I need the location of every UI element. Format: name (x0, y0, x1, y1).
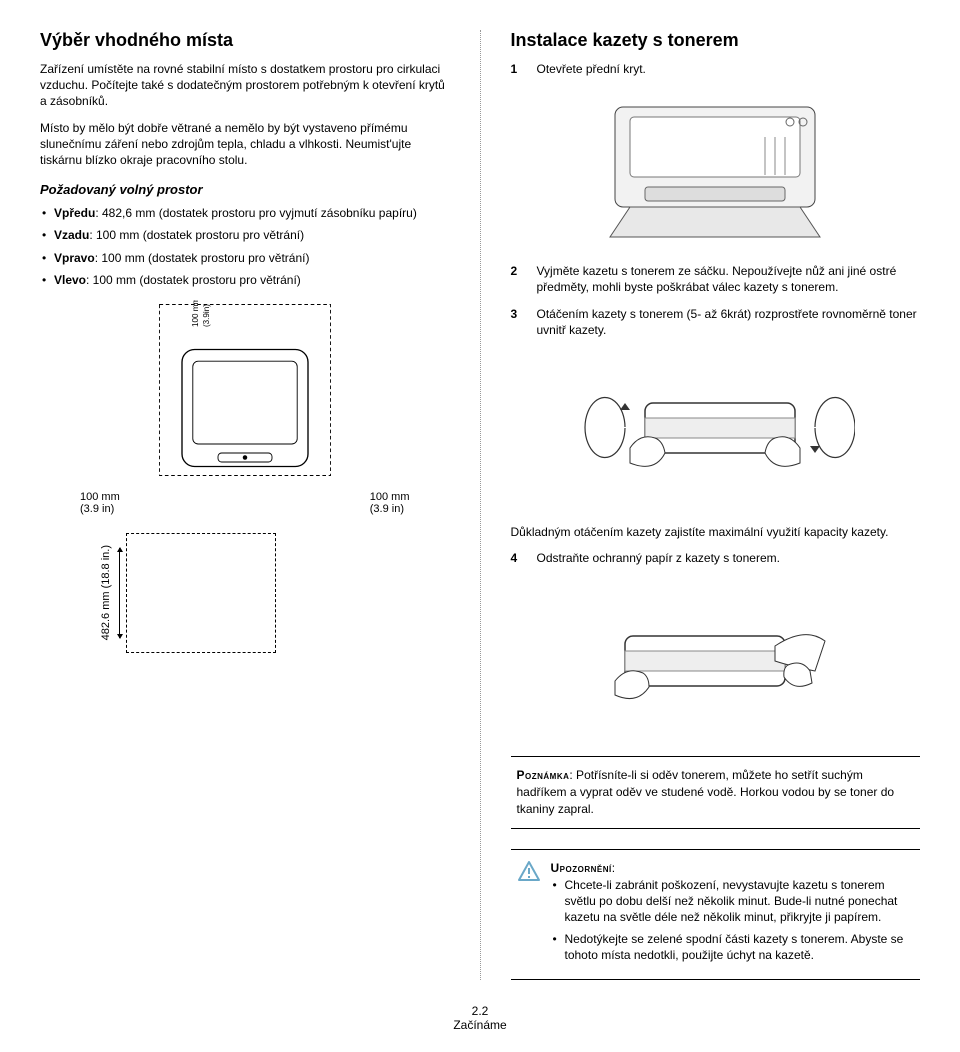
step-text: Otáčením kazety s tonerem (5- až 6krát) … (537, 306, 921, 338)
left-p1: Zařízení umístěte na rovné stabilní míst… (40, 61, 450, 110)
warning-icon (517, 860, 541, 884)
clearance-item: Vlevo: 100 mm (dostatek prostoru pro vět… (40, 272, 450, 288)
warning-bullet: Chcete-li zabránit poškození, nevystavuj… (551, 877, 915, 926)
step-num: 4 (511, 550, 525, 566)
clearance-item: Vpředu: 482,6 mm (dostatek prostoru pro … (40, 205, 450, 221)
warning-bullet: Nedotýkejte se zelené spodní části kazet… (551, 931, 915, 963)
dim-right-1: 100 mm (370, 491, 410, 503)
front-clearance-box (126, 533, 276, 653)
shake-toner-illustration (575, 348, 855, 508)
step-text: Vyjměte kazetu s tonerem ze sáčku. Nepou… (537, 263, 921, 295)
clearance-list: Vpředu: 482,6 mm (dostatek prostoru pro … (40, 205, 450, 288)
side-dims-row: 100 mm (3.9 in) 100 mm (3.9 in) (80, 491, 410, 515)
dim-left-1: 100 mm (80, 491, 120, 503)
step-num: 2 (511, 263, 525, 295)
svg-text:100 mm: 100 mm (191, 300, 200, 327)
note-text: : Potřísníte-li si oděv tonerem, můžete … (517, 768, 895, 816)
step-text: Odstraňte ochranný papír z kazety s tone… (537, 550, 921, 566)
section-name: Začínáme (40, 1018, 920, 1032)
note-label: Poznámka (517, 768, 570, 782)
step-4: 4 Odstraňte ochranný papír z kazety s to… (511, 550, 921, 566)
svg-text:(3.9in): (3.9in) (202, 304, 211, 327)
right-title: Instalace kazety s tonerem (511, 30, 921, 51)
step-num: 3 (511, 306, 525, 338)
dim-left-2: (3.9 in) (80, 503, 120, 515)
clearance-item: Vzadu: 100 mm (dostatek prostoru pro vět… (40, 227, 450, 243)
remove-paper-illustration (575, 576, 855, 736)
note-box: Poznámka: Potřísníte-li si oděv tonerem,… (511, 756, 921, 828)
clearance-item: Vpravo: 100 mm (dostatek prostoru pro vě… (40, 250, 450, 266)
page-footer: 2.2 Začínáme (40, 1004, 920, 1032)
left-p2: Místo by mělo být dobře větrané a nemělo… (40, 120, 450, 169)
left-title: Výběr vhodného místa (40, 30, 450, 51)
warning-box: Upozornění: Chcete-li zabránit poškození… (511, 849, 921, 981)
step-num: 1 (511, 61, 525, 77)
step-1: 1 Otevřete přední kryt. (511, 61, 921, 77)
page-number: 2.2 (40, 1004, 920, 1018)
step-2: 2 Vyjměte kazetu s tonerem ze sáčku. Nep… (511, 263, 921, 295)
column-divider (480, 30, 481, 980)
step-text: Otevřete přední kryt. (537, 61, 921, 77)
front-clearance-illustration: 482.6 mm (18.8 in.) (100, 533, 450, 653)
printer-open-illustration (575, 87, 855, 247)
front-clearance-label: 482.6 mm (18.8 in.) (100, 545, 113, 640)
front-clearance-arrow (119, 548, 120, 638)
step-3b-text: Důkladným otáčením kazety zajistíte maxi… (511, 524, 921, 540)
step-3: 3 Otáčením kazety s tonerem (5- až 6krát… (511, 306, 921, 338)
dim-right-2: (3.9 in) (370, 503, 410, 515)
warning-label: Upozornění (551, 861, 612, 875)
printer-top-illustration: 100 mm (3.9in) (155, 300, 335, 483)
left-subhead: Požadovaný volný prostor (40, 182, 450, 197)
